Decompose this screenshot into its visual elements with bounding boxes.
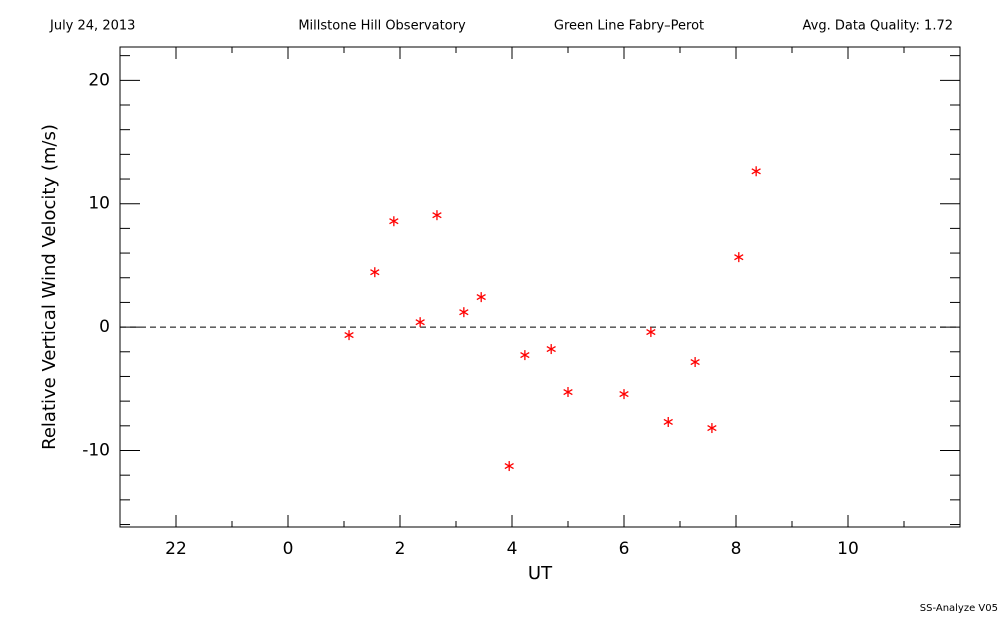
x-tick-label: 8 — [731, 539, 742, 559]
point — [459, 307, 469, 318]
point-stroke — [370, 269, 380, 276]
point-stroke — [415, 319, 425, 326]
point-stroke — [476, 294, 486, 301]
point — [563, 387, 573, 398]
point — [432, 210, 442, 221]
x-axis-label: UT — [528, 563, 553, 584]
point-stroke — [690, 358, 700, 366]
header-site: Millstone Hill Observatory — [298, 19, 466, 34]
point — [546, 344, 556, 355]
point-stroke — [619, 391, 629, 398]
y-tick-label: 20 — [88, 70, 110, 90]
point — [734, 252, 744, 263]
point — [415, 317, 425, 328]
point — [389, 216, 399, 227]
point — [504, 461, 514, 472]
point — [707, 423, 717, 434]
plot-frame — [119, 46, 961, 528]
header-date: July 24, 2013 — [49, 19, 135, 34]
point-stroke — [546, 346, 556, 353]
x-tick-label: 0 — [283, 539, 294, 559]
point — [520, 350, 530, 361]
point-stroke — [459, 309, 469, 316]
point-stroke — [734, 254, 744, 261]
point — [476, 292, 486, 303]
y-tick-label: 0 — [99, 317, 110, 337]
point-stroke — [646, 328, 656, 336]
point-stroke — [520, 352, 530, 359]
point — [646, 327, 656, 338]
point-stroke — [344, 332, 354, 339]
point-stroke — [751, 168, 761, 175]
y-tick-label: -10 — [82, 440, 110, 460]
header-instrument: Green Line Fabry–Perot — [554, 19, 704, 34]
header-quality: Avg. Data Quality: 1.72 — [803, 19, 953, 34]
point-stroke — [389, 218, 399, 225]
x-tick-label: 10 — [837, 539, 859, 559]
point — [690, 357, 700, 368]
point-stroke — [432, 212, 442, 219]
x-tick-label: 6 — [619, 539, 630, 559]
point — [663, 416, 673, 427]
y-tick-label: 10 — [88, 194, 110, 214]
point-stroke — [663, 418, 673, 426]
x-tick-label: 2 — [395, 539, 406, 559]
point — [344, 330, 354, 341]
point-stroke — [707, 424, 717, 432]
point — [751, 166, 761, 177]
point — [619, 389, 629, 400]
x-tick-label: 4 — [507, 539, 518, 559]
point — [370, 267, 380, 278]
point-stroke — [563, 388, 573, 396]
point-stroke — [504, 462, 514, 470]
x-tick-label: 22 — [165, 539, 187, 559]
footer: SS-Analyze V05 — [920, 603, 998, 614]
y-axis-label: Relative Vertical Wind Velocity (m/s) — [39, 124, 60, 450]
